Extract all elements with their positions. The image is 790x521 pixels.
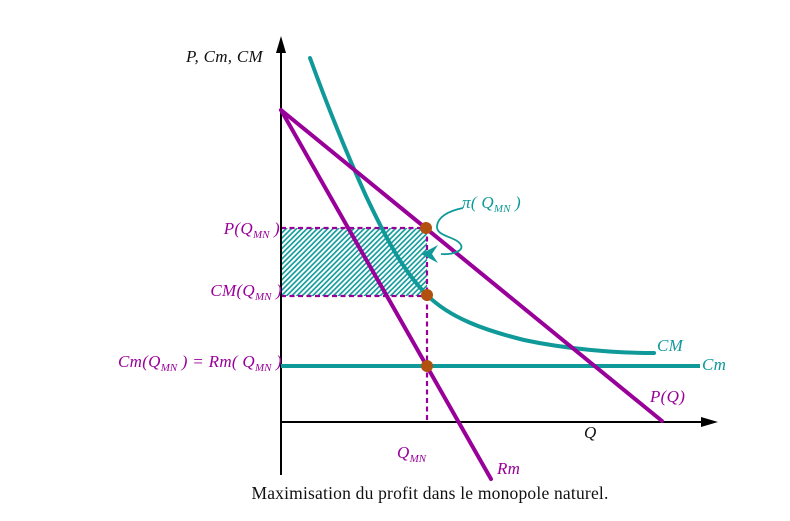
label-p-qmn-close: )	[269, 219, 280, 238]
label-cm-marginal-cost-line: Cm	[702, 355, 727, 374]
label-p-qmn: P(QMN )	[150, 219, 280, 245]
label-cm-equals-rm: Cm(QMN ) = Rm( QMN )	[60, 352, 282, 378]
y-axis-title: P, Cm, CM	[186, 47, 264, 66]
label-pq-curve: P(Q)	[650, 387, 686, 406]
label-qmn-text: Q	[397, 443, 410, 462]
label-cm-qmn-text: CM(Q	[210, 281, 255, 300]
label-cmrm-sub2: MN	[254, 362, 272, 374]
point-price-on-demand	[420, 222, 432, 234]
label-cm-qmn-close: )	[271, 281, 282, 300]
label-pi-qmn: π( QMN )	[462, 193, 521, 219]
label-cmrm-part1: Cm(Q	[117, 352, 161, 371]
pi-annotation-arrowhead-icon	[421, 245, 438, 263]
label-cmrm-part3: )	[271, 352, 282, 371]
label-cmrm-part2: ) = Rm( Q	[177, 352, 255, 371]
x-axis-title: Q	[584, 423, 597, 442]
label-cm-qmn-subscript: MN	[254, 291, 272, 303]
label-cmrm-sub1: MN	[160, 362, 178, 374]
label-q-mn: QMN	[397, 443, 426, 469]
point-rm-equals-cm	[421, 360, 433, 372]
point-average-cost-on-cm	[421, 289, 433, 301]
label-pi-close: )	[510, 193, 521, 212]
y-axis-arrowhead-icon	[276, 36, 286, 53]
label-qmn-subscript: MN	[409, 453, 427, 465]
marginal-revenue-line-rm	[279, 108, 493, 481]
label-rm-curve: Rm	[497, 459, 521, 478]
label-p-qmn-subscript: MN	[252, 229, 270, 241]
label-pi-subscript: MN	[493, 203, 511, 215]
demand-curve-pq	[279, 108, 664, 423]
label-cm-qmn: CM(QMN )	[140, 281, 282, 307]
label-p-qmn-text: P(Q	[223, 219, 253, 238]
label-cm-average-cost-curve: CM	[657, 336, 684, 355]
label-pi-text: π( Q	[462, 193, 494, 212]
figure-caption: Maximisation du profit dans le monopole …	[251, 483, 609, 503]
x-axis-arrowhead-icon	[701, 417, 718, 427]
pi-annotation-squiggle-arrow	[436, 207, 464, 256]
